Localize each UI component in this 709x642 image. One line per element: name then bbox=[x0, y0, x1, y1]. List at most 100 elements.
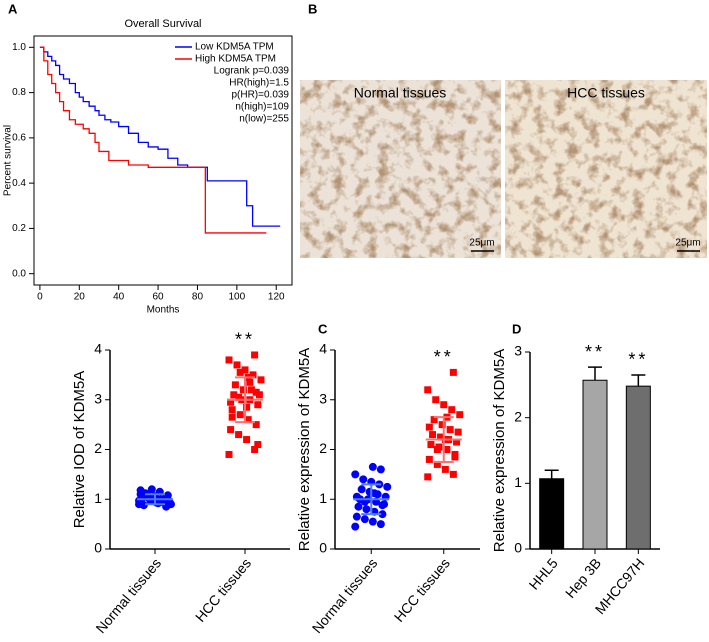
image-label: HCC tissues bbox=[567, 85, 645, 101]
image-label: Normal tissues bbox=[354, 85, 447, 101]
image-texture bbox=[505, 80, 707, 258]
data-point bbox=[357, 485, 366, 494]
y-tick-label: 3 bbox=[514, 343, 522, 359]
error-bar bbox=[145, 493, 165, 506]
y-tick-label: 1 bbox=[514, 474, 522, 490]
data-point bbox=[247, 386, 255, 394]
y-axis-label: Relative IOD of KDM5A bbox=[71, 371, 88, 529]
legend-label: High KDM5A TPM bbox=[195, 54, 276, 65]
data-point bbox=[448, 406, 456, 414]
y-tick-label: 0.2 bbox=[12, 223, 26, 234]
data-point bbox=[383, 482, 392, 491]
data-point bbox=[227, 398, 235, 406]
data-point bbox=[244, 416, 252, 424]
data-point bbox=[225, 450, 233, 458]
data-point bbox=[449, 470, 457, 478]
x-tick-label: 20 bbox=[74, 292, 86, 303]
data-point bbox=[136, 486, 145, 495]
data-point bbox=[351, 522, 360, 531]
image-texture bbox=[300, 80, 501, 258]
scale-bar-label: 25μm bbox=[675, 238, 700, 249]
data-point bbox=[241, 366, 249, 374]
data-point bbox=[162, 501, 171, 510]
y-tick-label: 1 bbox=[94, 490, 102, 506]
y-tick-label: 4 bbox=[94, 341, 102, 357]
data-point bbox=[438, 421, 446, 429]
panel-label: C bbox=[318, 321, 328, 336]
bar bbox=[625, 385, 651, 550]
x-tick-label: Normal tissues bbox=[92, 555, 164, 636]
data-point bbox=[249, 371, 257, 379]
data-point bbox=[433, 460, 441, 468]
data-point bbox=[376, 465, 385, 474]
y-tick-label: 4 bbox=[319, 341, 327, 357]
x-tick-label: HHL5 bbox=[526, 555, 561, 593]
significance-label: ** bbox=[585, 342, 605, 362]
data-point bbox=[230, 391, 238, 399]
error-bar bbox=[631, 374, 646, 387]
data-point bbox=[368, 462, 377, 471]
annotation: Logrank p=0.039 bbox=[214, 66, 290, 77]
error-bar bbox=[361, 483, 382, 516]
data-point bbox=[359, 475, 368, 484]
y-tick-label: 3 bbox=[319, 390, 327, 406]
data-point bbox=[432, 396, 440, 404]
y-tick-label: 0 bbox=[94, 540, 102, 556]
x-tick-label: 120 bbox=[268, 292, 285, 303]
data-point bbox=[352, 512, 361, 521]
data-point bbox=[362, 505, 371, 514]
y-tick-label: 0.0 bbox=[12, 268, 26, 279]
scale-bar-label: 25μm bbox=[469, 238, 494, 249]
data-point bbox=[370, 489, 379, 498]
chart-title: Overall Survival bbox=[124, 18, 201, 30]
y-axis-label: Percent survival bbox=[3, 125, 14, 196]
error-bar bbox=[235, 376, 255, 424]
y-tick-label: 0.6 bbox=[12, 133, 26, 144]
data-point bbox=[453, 438, 461, 446]
data-point bbox=[451, 453, 459, 461]
error-bar bbox=[544, 469, 559, 479]
y-tick-label: 1 bbox=[319, 490, 327, 506]
data-point bbox=[360, 515, 369, 524]
error-bar bbox=[588, 366, 602, 381]
x-tick-label: HCC tissues bbox=[192, 555, 254, 625]
data-point bbox=[227, 426, 235, 434]
data-point bbox=[454, 428, 462, 436]
data-point bbox=[446, 426, 454, 434]
y-tick-label: 1.0 bbox=[12, 42, 26, 53]
data-point bbox=[236, 368, 244, 376]
data-point bbox=[449, 368, 457, 376]
y-axis-label: Relative expression of KDM5A bbox=[491, 349, 508, 552]
annotation: n(high)=109 bbox=[235, 102, 289, 113]
y-tick-label: 0 bbox=[514, 540, 522, 556]
annotation: p(HR)=0.039 bbox=[231, 90, 289, 101]
data-point bbox=[235, 393, 243, 401]
y-tick-label: 2 bbox=[94, 440, 102, 456]
data-point bbox=[225, 356, 233, 364]
data-point bbox=[235, 431, 243, 439]
data-point bbox=[376, 520, 385, 529]
data-point bbox=[147, 485, 156, 494]
x-tick-label: Hep 3B bbox=[562, 555, 604, 601]
data-point bbox=[252, 388, 260, 396]
data-point bbox=[378, 501, 387, 510]
data-point bbox=[427, 441, 435, 449]
survival-curve bbox=[39, 46, 267, 234]
data-point bbox=[354, 502, 363, 511]
x-tick-label: Normal tissues bbox=[309, 555, 381, 636]
data-point bbox=[430, 416, 438, 424]
data-point bbox=[254, 441, 262, 449]
data-point bbox=[228, 406, 236, 414]
survival-curve bbox=[39, 46, 281, 227]
bar bbox=[539, 478, 565, 550]
data-point bbox=[254, 401, 262, 409]
data-point bbox=[456, 411, 464, 419]
data-point bbox=[437, 433, 445, 441]
y-tick-label: 0.8 bbox=[12, 87, 26, 98]
x-tick-label: 60 bbox=[153, 292, 165, 303]
data-point bbox=[429, 431, 437, 439]
x-tick-label: 0 bbox=[37, 292, 43, 303]
data-point bbox=[243, 436, 251, 444]
y-tick-label: 2 bbox=[319, 440, 327, 456]
